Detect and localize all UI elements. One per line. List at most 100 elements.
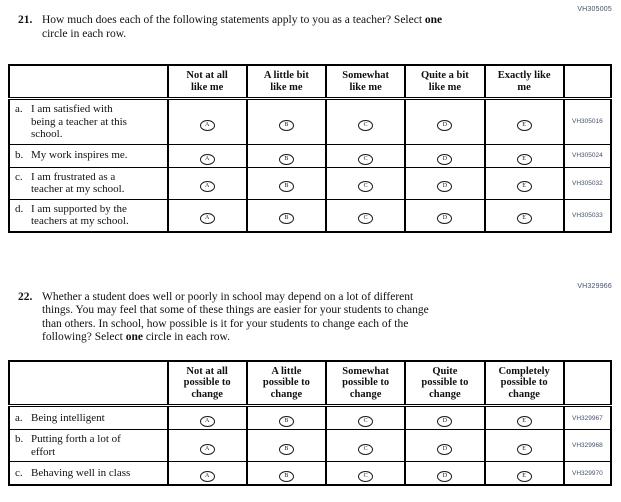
- code-column-header: [563, 360, 613, 407]
- answer-option-cell: A: [166, 143, 248, 168]
- answer-circle-e[interactable]: E: [516, 153, 532, 165]
- answer-circle-c[interactable]: C: [358, 119, 374, 131]
- header-row: Not at all possible to change A little possi…: [8, 360, 613, 407]
- answer-option-cell: D: [404, 143, 486, 168]
- answer-option-cell: D: [404, 166, 486, 200]
- row-code: VH329970: [563, 461, 613, 486]
- answer-circle-e[interactable]: E: [516, 181, 532, 192]
- answer-circle-a[interactable]: A: [199, 153, 215, 165]
- row-code: VH305016: [563, 98, 613, 145]
- option-column-header: Exactly like me: [483, 65, 565, 100]
- row-statement: Being intelligent: [31, 412, 105, 425]
- answer-circle-b[interactable]: B: [278, 443, 294, 455]
- option-header-line: like me: [190, 81, 224, 93]
- form-code: VH305005: [577, 6, 612, 13]
- answer-circle-c[interactable]: C: [358, 213, 374, 224]
- table-row: b. Putting forth a lot of effort A B C D E VH329…: [8, 429, 613, 462]
- answer-circle-b[interactable]: B: [278, 181, 294, 192]
- answer-circle-a[interactable]: A: [199, 181, 215, 192]
- answer-circle-a[interactable]: A: [199, 119, 215, 131]
- answer-option-cell: A: [166, 461, 248, 486]
- answer-circle-e[interactable]: E: [516, 443, 532, 455]
- option-header-line: Quite a bit: [420, 70, 469, 81]
- row-letter: c.: [15, 466, 23, 479]
- answer-option-cell: C: [325, 98, 407, 145]
- answer-option-cell: D: [404, 405, 486, 430]
- question-text-line: circle in each row.: [42, 28, 442, 42]
- answer-option-cell: C: [325, 198, 407, 232]
- option-column-header: Quite a bit like me: [404, 65, 486, 100]
- row-letter: b.: [15, 433, 24, 445]
- answer-circle-a[interactable]: A: [199, 443, 215, 455]
- prompt-text: How much does each of the following stat…: [42, 14, 425, 26]
- answer-circle-b[interactable]: B: [278, 213, 294, 224]
- prompt-text: following? Select: [42, 331, 126, 343]
- answer-circle-c[interactable]: C: [358, 181, 374, 192]
- answer-circle-d[interactable]: D: [437, 471, 453, 482]
- option-header-line: like me: [349, 81, 382, 93]
- answer-circle-c[interactable]: C: [358, 153, 374, 165]
- answer-circle-c[interactable]: C: [358, 416, 374, 427]
- answer-option-cell: B: [245, 98, 328, 145]
- option-header-line: A little bit: [263, 70, 309, 81]
- row-statement-cell: b. Putting forth a lot of effort: [8, 429, 169, 462]
- option-column-header: Completely possible to change: [483, 360, 565, 407]
- row-letter: d.: [15, 202, 24, 215]
- option-header-line: Not at all: [186, 70, 228, 81]
- answer-option-cell: B: [245, 405, 328, 430]
- response-table: Not at all like me A little bit like me Some…: [8, 64, 613, 233]
- answer-circle-d[interactable]: D: [437, 213, 453, 224]
- table-header: Not at all possible to change A little possi…: [8, 360, 613, 407]
- prompt-text: Whether a student does well or poorly in…: [42, 290, 414, 303]
- answer-circle-c[interactable]: C: [358, 443, 374, 455]
- option-header-line: A little: [271, 365, 302, 377]
- answer-circle-b[interactable]: B: [278, 416, 294, 427]
- answer-circle-e[interactable]: E: [516, 213, 532, 224]
- answer-circle-b[interactable]: B: [278, 153, 294, 165]
- answer-circle-a[interactable]: A: [199, 471, 215, 482]
- answer-circle-a[interactable]: A: [199, 213, 215, 224]
- answer-circle-e[interactable]: E: [516, 119, 532, 131]
- question-text-line: Whether a student does well or poorly in…: [42, 291, 429, 305]
- answer-option-cell: A: [166, 198, 248, 232]
- row-code: VH329968: [563, 429, 613, 462]
- row-code: VH305033: [563, 198, 613, 232]
- answer-circle-b[interactable]: B: [278, 471, 294, 482]
- answer-circle-d[interactable]: D: [437, 153, 453, 165]
- prompt-text: things. You may feel that some of these …: [42, 304, 429, 316]
- row-statement-line: Behaving well in class: [31, 466, 131, 479]
- answer-option-cell: E: [483, 143, 565, 168]
- prompt-bold-word: one: [424, 14, 443, 26]
- answer-circle-a[interactable]: A: [199, 416, 215, 427]
- answer-circle-c[interactable]: C: [358, 471, 374, 482]
- question-text: Whether a student does well or poorly in…: [42, 291, 429, 345]
- option-column-header: A little possible to change: [245, 360, 328, 407]
- answer-circle-d[interactable]: D: [437, 443, 453, 455]
- row-code: VH305024: [563, 143, 613, 168]
- answer-circle-e[interactable]: E: [516, 471, 532, 482]
- answer-option-cell: D: [404, 429, 486, 462]
- row-letter: a.: [15, 411, 23, 424]
- prompt-text: than others. In school, how possible is …: [42, 317, 409, 330]
- option-header-line: Quite: [432, 365, 458, 377]
- answer-circle-d[interactable]: D: [437, 119, 453, 131]
- question-number: 22.: [18, 290, 33, 303]
- question-text-line: How much does each of the following stat…: [42, 14, 442, 28]
- answer-circle-e[interactable]: E: [516, 416, 532, 427]
- answer-option-cell: B: [245, 143, 328, 168]
- table-row: c. Behaving well in class A B C D E VH329970: [8, 461, 613, 486]
- row-statement-line: being a teacher at this: [31, 115, 127, 128]
- option-header-line: possible to: [342, 377, 390, 388]
- answer-circle-b[interactable]: B: [278, 119, 294, 131]
- option-header-line: Completely: [498, 365, 550, 377]
- row-statement-cell: d. I am supported by the teachers at my sc…: [8, 198, 169, 232]
- answer-option-cell: E: [483, 461, 565, 486]
- row-statement-cell: c. I am frustrated as a teacher at my scho…: [8, 166, 169, 200]
- question-number: 21.: [18, 14, 33, 26]
- table-body: a. I am satisfied with being a teacher at …: [8, 98, 613, 232]
- answer-option-cell: E: [483, 198, 565, 232]
- answer-circle-d[interactable]: D: [437, 416, 453, 427]
- answer-circle-d[interactable]: D: [437, 181, 453, 192]
- table-row: c. I am frustrated as a teacher at my scho…: [8, 166, 613, 200]
